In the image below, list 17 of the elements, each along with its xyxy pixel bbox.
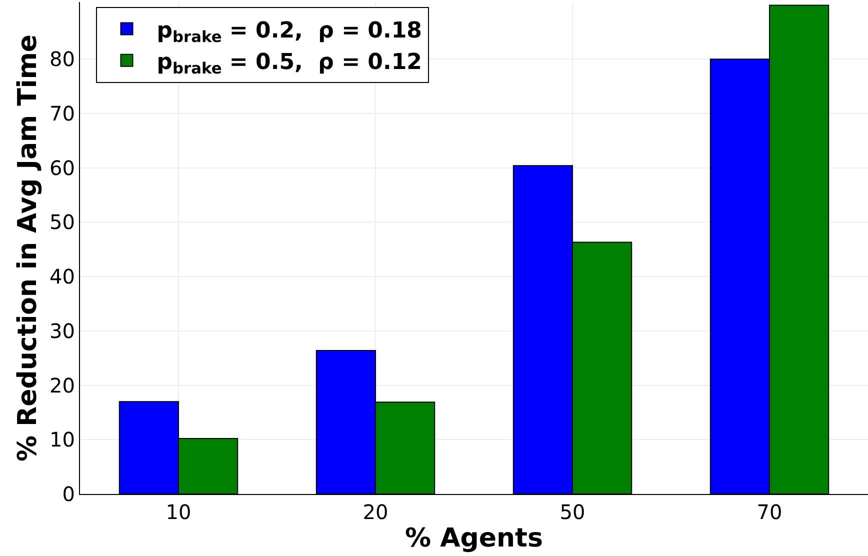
y-tick-label: 10 [50,428,75,452]
y-tick-label: 40 [50,264,75,289]
y-tick-label: 50 [50,210,75,234]
y-tick-label: 80 [50,47,75,72]
y-tick-label: 20 [50,373,75,398]
y-tick-label: 0 [62,482,75,506]
x-tick-label: 70 [756,500,782,524]
legend-label: p$_{brake}$ = 0.2, ρ = 0.18 [156,18,422,46]
x-tick-label: 20 [362,500,388,524]
y-axis-title: % Reduction in Avg Jam Time [12,34,43,462]
y-tick-label: 60 [50,156,75,180]
x-tick-label: 50 [560,500,586,524]
legend-label: p$_{brake}$ = 0.5, ρ = 0.12 [156,50,422,78]
x-axis-title: % Agents [405,524,543,554]
y-tick-label: 70 [50,101,75,126]
y-tick-label: 30 [50,318,75,343]
x-tick-label: 10 [166,500,192,524]
